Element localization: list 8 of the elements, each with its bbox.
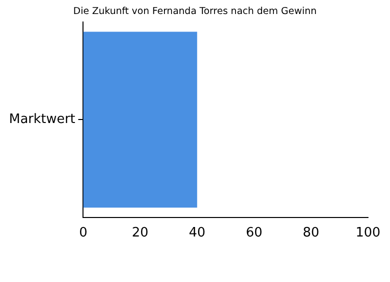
chart-title: Die Zukunft von Fernanda Torres nach dem Gewinn [72, 6, 318, 17]
x-tick-label: 60 [246, 226, 262, 241]
x-tick-label: 0 [79, 226, 88, 241]
x-tick-label: 100 [356, 226, 380, 241]
x-tick-label: 40 [188, 226, 206, 241]
y-tick-label: Marktwert [8, 112, 76, 128]
x-tick-label: 20 [132, 226, 148, 241]
x-tick-label: 80 [302, 226, 320, 241]
